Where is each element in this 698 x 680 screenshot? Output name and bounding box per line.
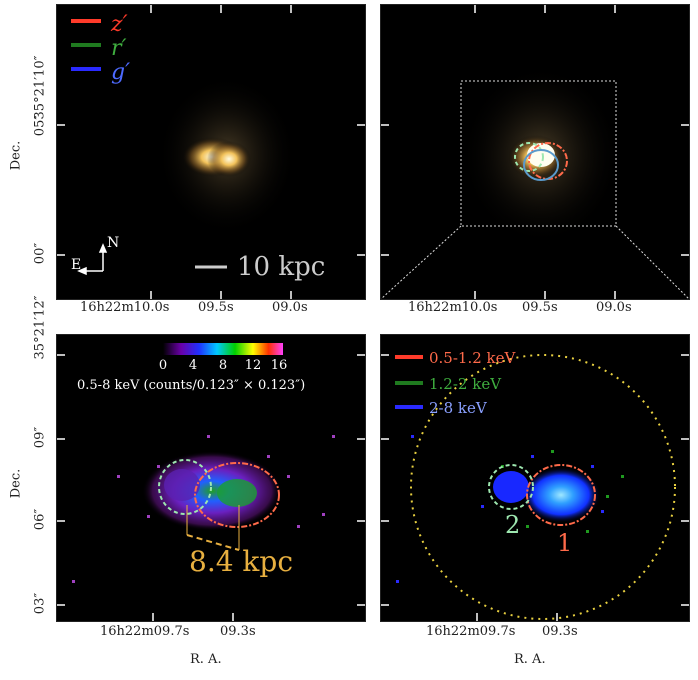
legend-r: r′ (111, 36, 127, 61)
tl-ytick-1: 05″ (32, 114, 48, 137)
compass-east-label: E (71, 257, 81, 273)
bl-ytick-1: 09″ (32, 426, 48, 449)
source-1-region (194, 462, 280, 528)
source-2-region-right (488, 464, 534, 510)
colorbar-tick-12: 12 (245, 358, 262, 373)
compass-north-label: N (107, 235, 119, 251)
legend-soft: 0.5-1.2 keV (429, 349, 517, 367)
colorbar-tick-16: 16 (271, 358, 288, 373)
source-1-label: 1 (557, 529, 572, 557)
background-region (410, 354, 676, 620)
xray-image-right: 1 2 0.5-1.2 keV 1.2-2 keV 2-8 keV (381, 349, 689, 621)
tl-xtick-1: 09.5s (198, 300, 234, 315)
tl-ylabel: Dec. (8, 140, 24, 171)
optical-image-right (381, 5, 689, 299)
legend-g: g′ (111, 60, 130, 85)
legend-medium: 1.2-2 keV (429, 375, 502, 393)
source-2-region-optical (514, 142, 544, 172)
bl-ytick-0: 35°21′12″ (32, 295, 48, 360)
colorbar-tick-8: 8 (219, 358, 227, 373)
colorbar-tick-0: 0 (159, 358, 167, 373)
bl-xtick-0: 16h22m09.7s (100, 624, 190, 639)
tl-ytick-2: 00″ (32, 242, 48, 265)
source-2-label: 2 (505, 511, 520, 539)
tl-xtick-2: 09.0s (272, 300, 308, 315)
bl-xtick-1: 09.3s (220, 624, 256, 639)
bl-ylabel: Dec. (8, 468, 24, 499)
colorbar (163, 343, 283, 355)
br-xtick-0: 16h22m09.7s (426, 624, 516, 639)
tr-xtick-0: 16h22m10.0s (408, 300, 498, 315)
bl-ytick-3: 03″ (32, 592, 48, 615)
tr-xtick-2: 09.0s (596, 300, 632, 315)
energy-legend: 0.5-1.2 keV 1.2-2 keV 2-8 keV (395, 349, 517, 417)
tr-xtick-1: 09.5s (522, 300, 558, 315)
zoom-box (460, 80, 617, 227)
br-xtick-1: 09.3s (542, 624, 578, 639)
legend-z: z′ (110, 12, 128, 37)
legend-hard: 2-8 keV (429, 399, 488, 417)
separation-line (186, 534, 240, 551)
optical-panel-right (380, 4, 690, 300)
colorbar-tick-4: 4 (189, 358, 197, 373)
source-2-region (158, 459, 212, 515)
optical-image-left: z′ r′ g′ N E 10 kpc (57, 5, 365, 299)
colorbar-label: 0.5-8 keV (counts/0.123″ × 0.123″) (77, 378, 305, 393)
scale-bar-label: 10 kpc (237, 252, 325, 282)
separation-label: 8.4 kpc (189, 545, 293, 578)
bl-xlabel: R. A. (190, 652, 222, 667)
br-xlabel: R. A. (514, 652, 546, 667)
tl-xtick-0: 16h22m10.0s (80, 300, 170, 315)
xray-panel-left: 0 4 8 12 16 0.5-8 keV (counts/0.123″ × 0… (56, 334, 366, 622)
bl-ytick-2: 06″ (32, 508, 48, 531)
xray-image-left: 0 4 8 12 16 0.5-8 keV (counts/0.123″ × 0… (57, 343, 365, 621)
optical-panel-left: z′ r′ g′ N E 10 kpc (56, 4, 366, 300)
filter-legend: z′ r′ g′ (71, 12, 130, 85)
compass (77, 243, 108, 276)
xray-panel-right: 1 2 0.5-1.2 keV 1.2-2 keV 2-8 keV (380, 334, 690, 622)
source-1-region-right (526, 464, 596, 526)
